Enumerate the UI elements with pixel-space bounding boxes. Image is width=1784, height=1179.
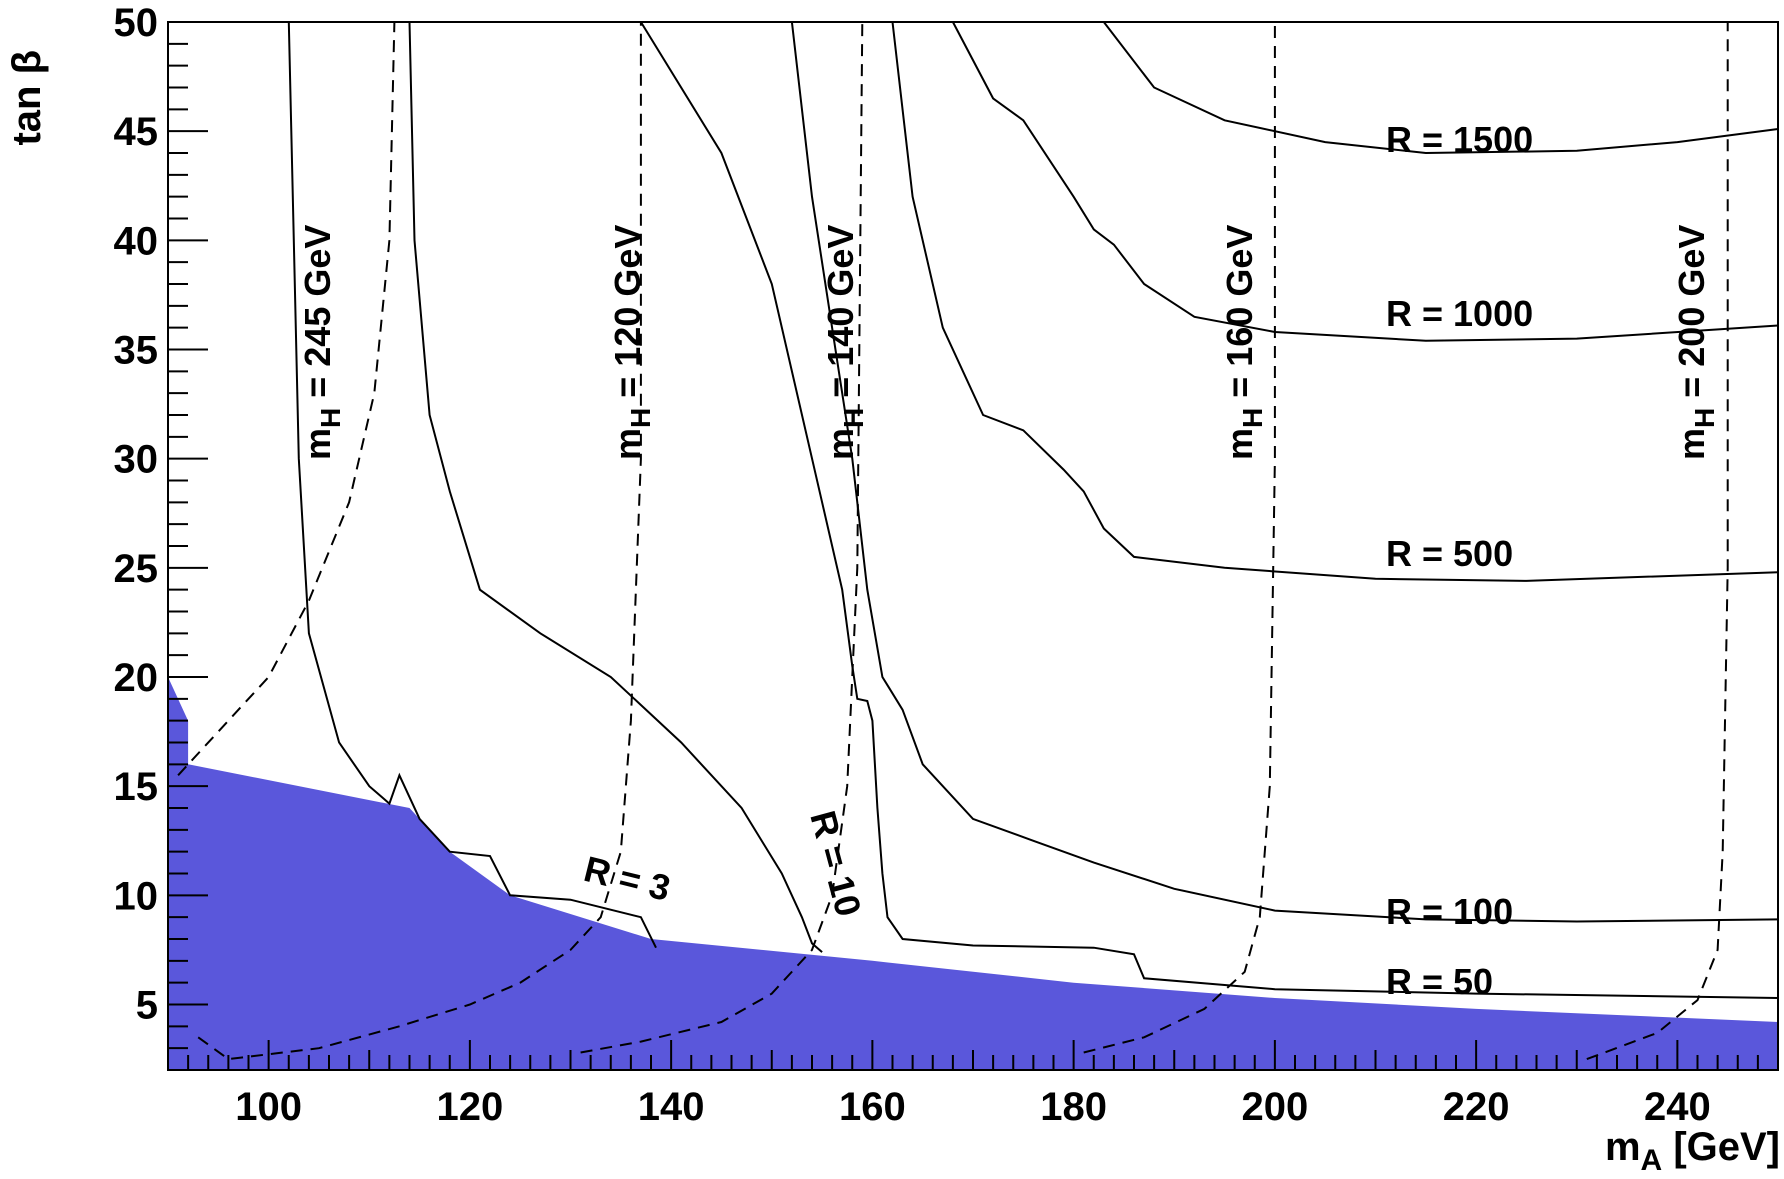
x-tick-label: 140 [638,1085,705,1129]
y-tick-label: 30 [114,438,159,482]
r-contour-label: R = 100 [1386,891,1513,932]
mh-contour-label: mH = 245 GeV [297,225,346,460]
mh-contour-line [177,21,396,776]
mh-label-rest: = 200 GeV [1671,225,1712,408]
mh-contour-line [1083,22,1276,1054]
r-contour-label: R = 10 [802,806,869,920]
y-tick-label: 15 [114,765,159,809]
x-tick-label: 240 [1644,1085,1711,1129]
y-tick-label: 50 [114,1,159,45]
mh-label-sub: H [838,408,869,428]
r-contours [287,21,1779,999]
x-tick-label: 160 [839,1085,906,1129]
r-contour-line [287,21,657,949]
y-tick-label: 45 [114,110,159,154]
r-contour-label: R = 500 [1386,533,1513,574]
r-contour-label: R = 1500 [1386,119,1533,160]
plot-frame [167,21,1779,1071]
tick-marks [167,21,1779,1071]
y-tick-label: 35 [114,329,159,373]
curve-labels: R = 3 R = 10 R = 50 R = 100 R = 500 R = 1000 R… [297,119,1720,1002]
excluded-region [168,677,1778,1070]
mh-contours [177,21,1729,1061]
mh-label-sub: H [1237,408,1268,428]
r-contour-line [408,21,823,953]
tick-labels: 100 120 140 160 180 200 220 240 5 10 15 20 25 30 35 40 4… [114,1,1711,1129]
mh-label-main: m [1671,428,1712,460]
r-contour-label: R = 3 [580,848,674,909]
r-contour-line [640,21,1779,999]
mh-contour-line [197,22,642,1061]
y-tick-label: 40 [114,219,159,263]
mh-label-rest: = 245 GeV [297,225,338,408]
mh-label-rest: = 120 GeV [607,225,648,408]
r-contour-line [891,21,1779,582]
mh-label-sub: H [315,408,346,428]
y-tick-label: 10 [114,874,159,918]
mh-label-main: m [297,428,338,460]
mh-label-rest: = 160 GeV [1219,225,1260,408]
mh-contour-line [580,21,864,1054]
mh-label-sub: H [1689,408,1720,428]
x-tick-label: 220 [1443,1085,1510,1129]
mh-label-main: m [1219,428,1260,460]
r-contour-line [1103,21,1779,155]
mh-contour-label: mH = 140 GeV [820,225,869,460]
mh-label-rest: = 140 GeV [820,225,861,408]
x-axis-title-main: m [1605,1125,1641,1169]
y-tick-label: 20 [114,656,159,700]
x-tick-label: 180 [1040,1085,1107,1129]
x-tick-label: 120 [437,1085,504,1129]
r-contour-label: R = 50 [1386,961,1493,1002]
x-axis-title-unit: [GeV] [1662,1125,1780,1169]
mh-label-main: m [607,428,648,460]
mh-label-sub: H [625,408,656,428]
y-axis-title: tan β [5,50,49,146]
r-contour-line [952,21,1779,342]
y-tick-label: 25 [114,547,159,591]
mh-contour-line [1586,22,1729,1061]
excluded-region-layer [168,677,1778,1070]
mh-contour-label: mH = 160 GeV [1219,225,1268,460]
x-tick-label: 100 [235,1085,302,1129]
x-axis-title: mA [GeV] [1605,1125,1780,1177]
y-tick-label: 5 [136,984,158,1028]
r-contour-label: R = 1000 [1386,293,1533,334]
r-contour-line [790,21,1779,923]
mh-contour-label: mH = 120 GeV [607,225,656,460]
x-axis-title-sub: A [1641,1144,1663,1177]
x-tick-label: 200 [1242,1085,1309,1129]
mh-label-main: m [820,428,861,460]
mh-contour-label: mH = 200 GeV [1671,225,1720,460]
